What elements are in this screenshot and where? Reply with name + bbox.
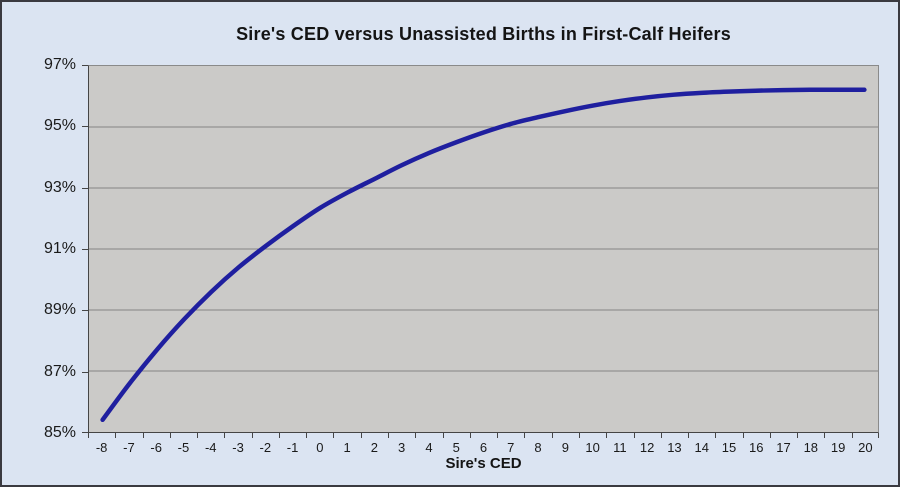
x-tick-label: 16 (749, 440, 764, 455)
x-tick-mark (224, 433, 226, 438)
x-tick-label: -8 (95, 440, 108, 455)
x-tick-mark (797, 433, 799, 438)
x-tick-label: 6 (479, 440, 488, 455)
x-tick-label: 8 (534, 440, 542, 455)
x-tick-label: 5 (452, 440, 460, 455)
x-tick-mark (715, 433, 717, 438)
y-tick-label: 87% (43, 362, 76, 380)
x-tick-mark (197, 433, 199, 438)
y-tick-label: 91% (43, 240, 76, 257)
x-tick-mark (442, 433, 444, 438)
x-tick-label: -5 (177, 440, 190, 455)
x-axis-title: Sire's CED (445, 455, 522, 472)
y-tick-label: 85% (43, 424, 76, 441)
x-tick-mark (251, 433, 253, 438)
data-series-line (100, 87, 867, 423)
x-tick-label: 1 (343, 440, 351, 455)
x-tick-mark (88, 433, 89, 438)
x-tick-label: 19 (830, 440, 846, 455)
x-tick-mark (497, 433, 499, 438)
x-tick-mark (551, 433, 553, 438)
x-tick-mark (388, 433, 390, 438)
x-tick-mark (333, 433, 335, 438)
x-tick-label: 13 (667, 440, 682, 455)
x-tick-label: -4 (204, 440, 217, 455)
y-tick-mark (82, 249, 88, 250)
x-tick-label: 12 (639, 440, 655, 455)
y-tick-mark (82, 65, 88, 66)
plot-area (88, 65, 879, 433)
y-tick-label: 97% (43, 56, 76, 73)
x-tick-mark (824, 433, 826, 438)
x-tick-label: -2 (259, 440, 272, 455)
x-tick-mark (660, 433, 662, 438)
x-tick-mark (606, 433, 608, 438)
x-tick-label: 0 (316, 440, 324, 455)
x-tick-mark (306, 433, 308, 438)
x-tick-mark (688, 433, 690, 438)
x-tick-label: 15 (721, 440, 737, 455)
x-tick-label: -6 (150, 440, 162, 455)
x-tick-mark (115, 433, 117, 438)
x-tick-mark (360, 433, 362, 438)
x-tick-label: 4 (425, 440, 433, 455)
x-tick-label: -3 (232, 440, 244, 455)
x-tick-mark (524, 433, 526, 438)
x-tick-mark (633, 433, 635, 438)
x-tick-mark (278, 433, 280, 438)
x-tick-mark (415, 433, 417, 438)
x-tick-label: 3 (398, 440, 406, 455)
x-tick-mark (769, 433, 771, 438)
y-tick-label: 93% (43, 178, 76, 196)
y-tick-mark (82, 126, 88, 128)
x-tick-label: 17 (776, 440, 791, 455)
x-tick-label: 11 (613, 440, 627, 455)
x-tick-mark (169, 433, 171, 438)
y-tick-mark (82, 187, 88, 189)
x-tick-label: -1 (286, 440, 299, 455)
x-tick-label: 20 (858, 440, 873, 455)
x-tick-mark (578, 433, 580, 438)
x-tick-mark (851, 433, 853, 438)
chart-title: Sire's CED versus Unassisted Births in F… (236, 24, 731, 44)
y-tick-mark (82, 371, 88, 373)
x-tick-label: 7 (507, 440, 515, 455)
x-tick-label: 10 (585, 440, 600, 455)
x-tick-label: -7 (123, 440, 135, 455)
x-tick-mark (469, 433, 471, 438)
x-tick-mark (742, 433, 744, 438)
x-tick-label: 18 (803, 440, 819, 455)
y-tick-mark (82, 432, 88, 433)
y-tick-label: 89% (43, 301, 76, 319)
x-tick-label: 2 (370, 440, 378, 455)
line-chart-canvas (89, 87, 878, 423)
y-tick-label: 95% (43, 117, 76, 135)
x-tick-label: 14 (694, 440, 709, 455)
y-tick-mark (82, 310, 88, 312)
x-tick-mark (878, 433, 879, 438)
x-tick-label: 9 (561, 440, 569, 455)
x-tick-mark (142, 433, 144, 438)
